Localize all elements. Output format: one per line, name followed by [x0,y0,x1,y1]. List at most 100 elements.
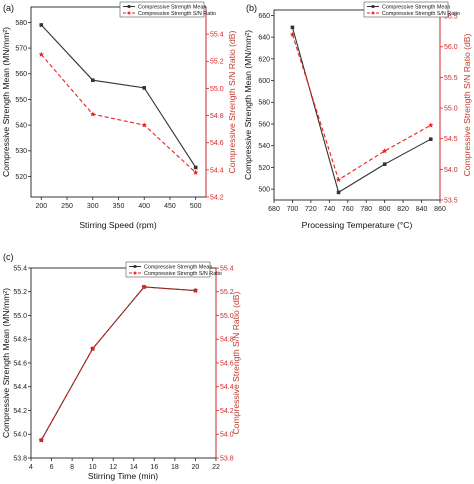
data-point-sn-ratio [192,287,199,293]
x-tick-label: 350 [113,203,125,210]
x-tick-label: 14 [130,464,138,471]
y-right-axis-title: Compressive Strength S/N Ratio (dB) [462,33,472,176]
data-point-sn-ratio [382,148,388,154]
data-point-mean [142,86,147,90]
y-right-tick-label: 54.4 [210,167,224,174]
y-right-tick-label: 54.6 [220,360,234,367]
panel-label: (a) [3,3,14,13]
series-line-mean [40,24,197,168]
y-tick-label: 640 [258,35,270,42]
y-axis-title: Compressive Strength Mean (MN/mm²) [243,30,253,180]
x-tick-label: 20 [192,464,200,471]
x-tick-label: 12 [109,464,117,471]
x-axis-title: Processing Temperature (°C) [302,220,413,230]
x-tick-label: 450 [164,203,176,210]
legend-box [363,1,449,18]
x-axis-title: Stirring Time (min) [88,471,158,481]
x-tick-label: 860 [434,206,446,213]
x-tick-label: 18 [171,464,179,471]
y-right-tick-label: 55.5 [444,75,458,82]
data-point-mean [290,25,295,30]
legend-swatch-marker [132,270,138,275]
legend-entry-label: Compressive Strength S/N Ratio [138,11,216,17]
y-right-tick-label: 55.0 [220,313,234,320]
y-right-tick-label: 55.4 [220,265,234,272]
y-tick-label: 54.8 [13,337,27,344]
data-point-sn-ratio [90,345,96,352]
data-point-mean [382,162,387,166]
x-tick-label: 720 [305,206,317,213]
data-point-sn-ratio [193,169,199,175]
legend-swatch-marker [126,10,132,15]
x-tick-label: 16 [150,464,158,471]
y-right-tick-label: 54.4 [220,384,234,391]
x-tick-label: 200 [35,203,47,210]
x-tick-label: 400 [138,203,150,210]
x-tick-label: 300 [87,203,99,210]
x-tick-label: 780 [360,206,372,213]
y-right-axis-title: Compressive Strength S/N Ratio (dB) [227,30,237,173]
y-tick-label: 600 [258,78,270,85]
data-point-sn-ratio [335,176,342,183]
y-tick-label: 550 [15,97,27,104]
y-tick-label: 54.4 [13,384,27,391]
x-tick-label: 760 [342,206,354,213]
y-axis-title: Compressive Strength Mean (MN/mm²) [1,288,11,438]
legend-swatch-marker [127,5,131,8]
x-tick-label: 6 [50,464,54,471]
x-tick-label: 250 [61,203,73,210]
legend-entry-label: Compressive Strength S/N Ratio [144,271,222,277]
y-right-tick-label: 54.2 [220,408,234,415]
y-right-tick-label: 54.2 [210,194,224,201]
legend-entry-label: Compressive Strength Mean [382,4,450,10]
y-right-tick-label: 55.2 [220,289,234,296]
legend-entry-label: Compressive Strength S/N Ratio [382,11,460,17]
y-tick-label: 560 [258,121,270,128]
y-tick-label: 54.2 [13,408,27,415]
data-point-sn-ratio [141,122,147,128]
data-point-mean [39,23,44,27]
y-tick-label: 520 [258,165,270,172]
y-tick-label: 520 [15,174,27,181]
data-point-sn-ratio [90,111,96,117]
y-right-axis-title: Compressive Strength S/N Ratio (dB) [231,291,241,434]
x-tick-label: 4 [29,464,33,471]
data-point-mean [428,137,433,141]
x-tick-label: 840 [416,206,428,213]
data-point-mean [90,78,95,82]
legend-swatch-marker [370,10,376,15]
panel-label: (b) [246,3,257,13]
x-tick-label: 10 [89,464,97,471]
x-tick-label: 820 [397,206,409,213]
y-tick-label: 620 [258,56,270,63]
y-tick-label: 500 [258,187,270,194]
y-tick-label: 54.6 [13,360,27,367]
chart-panel-a: 200 250 300 350 400 450 500 520 530 540 550 560 570 5… [1,1,237,230]
y-right-tick-label: 53.8 [220,455,234,462]
y-right-tick-label: 55.0 [444,105,458,112]
data-point-sn-ratio [428,122,434,128]
panel-label: (c) [3,252,14,262]
legend-entry-label: Compressive Strength Mean [144,264,212,270]
y-right-tick-label: 56.0 [444,44,458,51]
legend-box [119,1,205,18]
series-line-mean [40,286,196,441]
data-point-mean [193,165,198,170]
y-tick-label: 54.0 [13,432,27,439]
x-tick-label: 740 [323,206,335,213]
data-point-sn-ratio [289,31,296,37]
legend-box [125,261,211,278]
plot-frame [273,9,441,201]
data-point-sn-ratio [38,437,44,443]
y-right-tick-label: 54.6 [210,140,224,147]
y-right-tick-label: 54.8 [210,113,224,120]
x-tick-label: 700 [287,206,299,213]
series-line-sn-ratio [40,54,197,173]
chart-panel-b: 680 700 720 740 760 780 800 820 840 860 500 520 540 5… [243,1,472,230]
data-point-sn-ratio [141,284,147,290]
x-tick-label: 680 [268,206,280,213]
legend-swatch-marker [371,5,375,8]
